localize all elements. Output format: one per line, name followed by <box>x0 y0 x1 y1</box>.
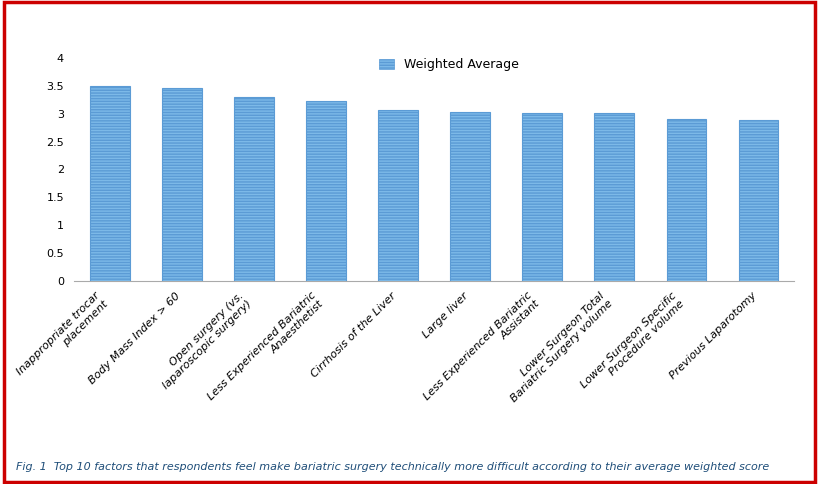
Bar <box>90 86 129 281</box>
Bar <box>667 119 706 281</box>
Bar <box>378 110 418 281</box>
Bar <box>450 111 490 281</box>
Bar <box>162 88 201 281</box>
Bar <box>739 121 778 281</box>
Bar <box>523 113 562 281</box>
Bar <box>234 97 274 281</box>
Bar <box>595 113 634 281</box>
Text: Fig. 1  Top 10 factors that respondents feel make bariatric surgery technically : Fig. 1 Top 10 factors that respondents f… <box>16 462 770 472</box>
Legend: Weighted Average: Weighted Average <box>373 53 523 76</box>
Bar <box>306 102 346 281</box>
